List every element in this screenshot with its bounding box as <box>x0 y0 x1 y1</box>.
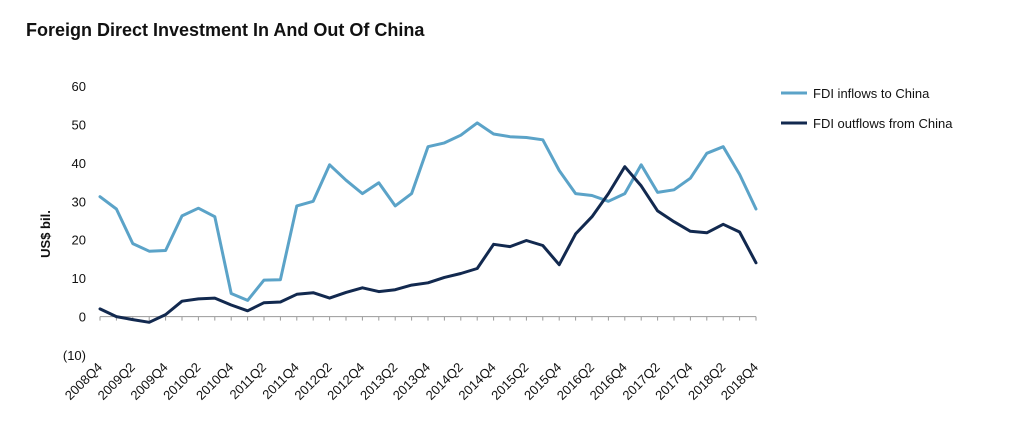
y-tick-label: 40 <box>72 156 86 171</box>
y-tick-label: (10) <box>63 348 86 363</box>
y-tick-label: 0 <box>79 310 86 325</box>
y-tick-label: 50 <box>72 117 86 132</box>
y-tick-label: 30 <box>72 194 86 209</box>
series-line-inflows <box>98 121 758 302</box>
x-tick-label: 2010Q4 <box>193 360 236 403</box>
x-axis-ticks: 2008Q42009Q22009Q42010Q22010Q42011Q22011… <box>62 316 761 403</box>
y-axis-label: US$ bil. <box>38 210 53 258</box>
legend: FDI inflows to China FDI outflows from C… <box>781 86 953 131</box>
legend-label-inflows: FDI inflows to China <box>813 86 930 101</box>
x-tick-label: 2018Q4 <box>718 360 761 403</box>
chart-title: Foreign Direct Investment In And Out Of … <box>26 20 425 40</box>
series-line-outflows <box>98 165 758 324</box>
legend-label-outflows: FDI outflows from China <box>813 116 953 131</box>
series-lines <box>98 121 758 324</box>
y-tick-label: 20 <box>72 233 86 248</box>
y-tick-label: 10 <box>72 271 86 286</box>
y-axis-ticks: 60 50 40 30 20 10 0 (10) <box>63 79 86 363</box>
y-tick-label: 60 <box>72 79 86 94</box>
